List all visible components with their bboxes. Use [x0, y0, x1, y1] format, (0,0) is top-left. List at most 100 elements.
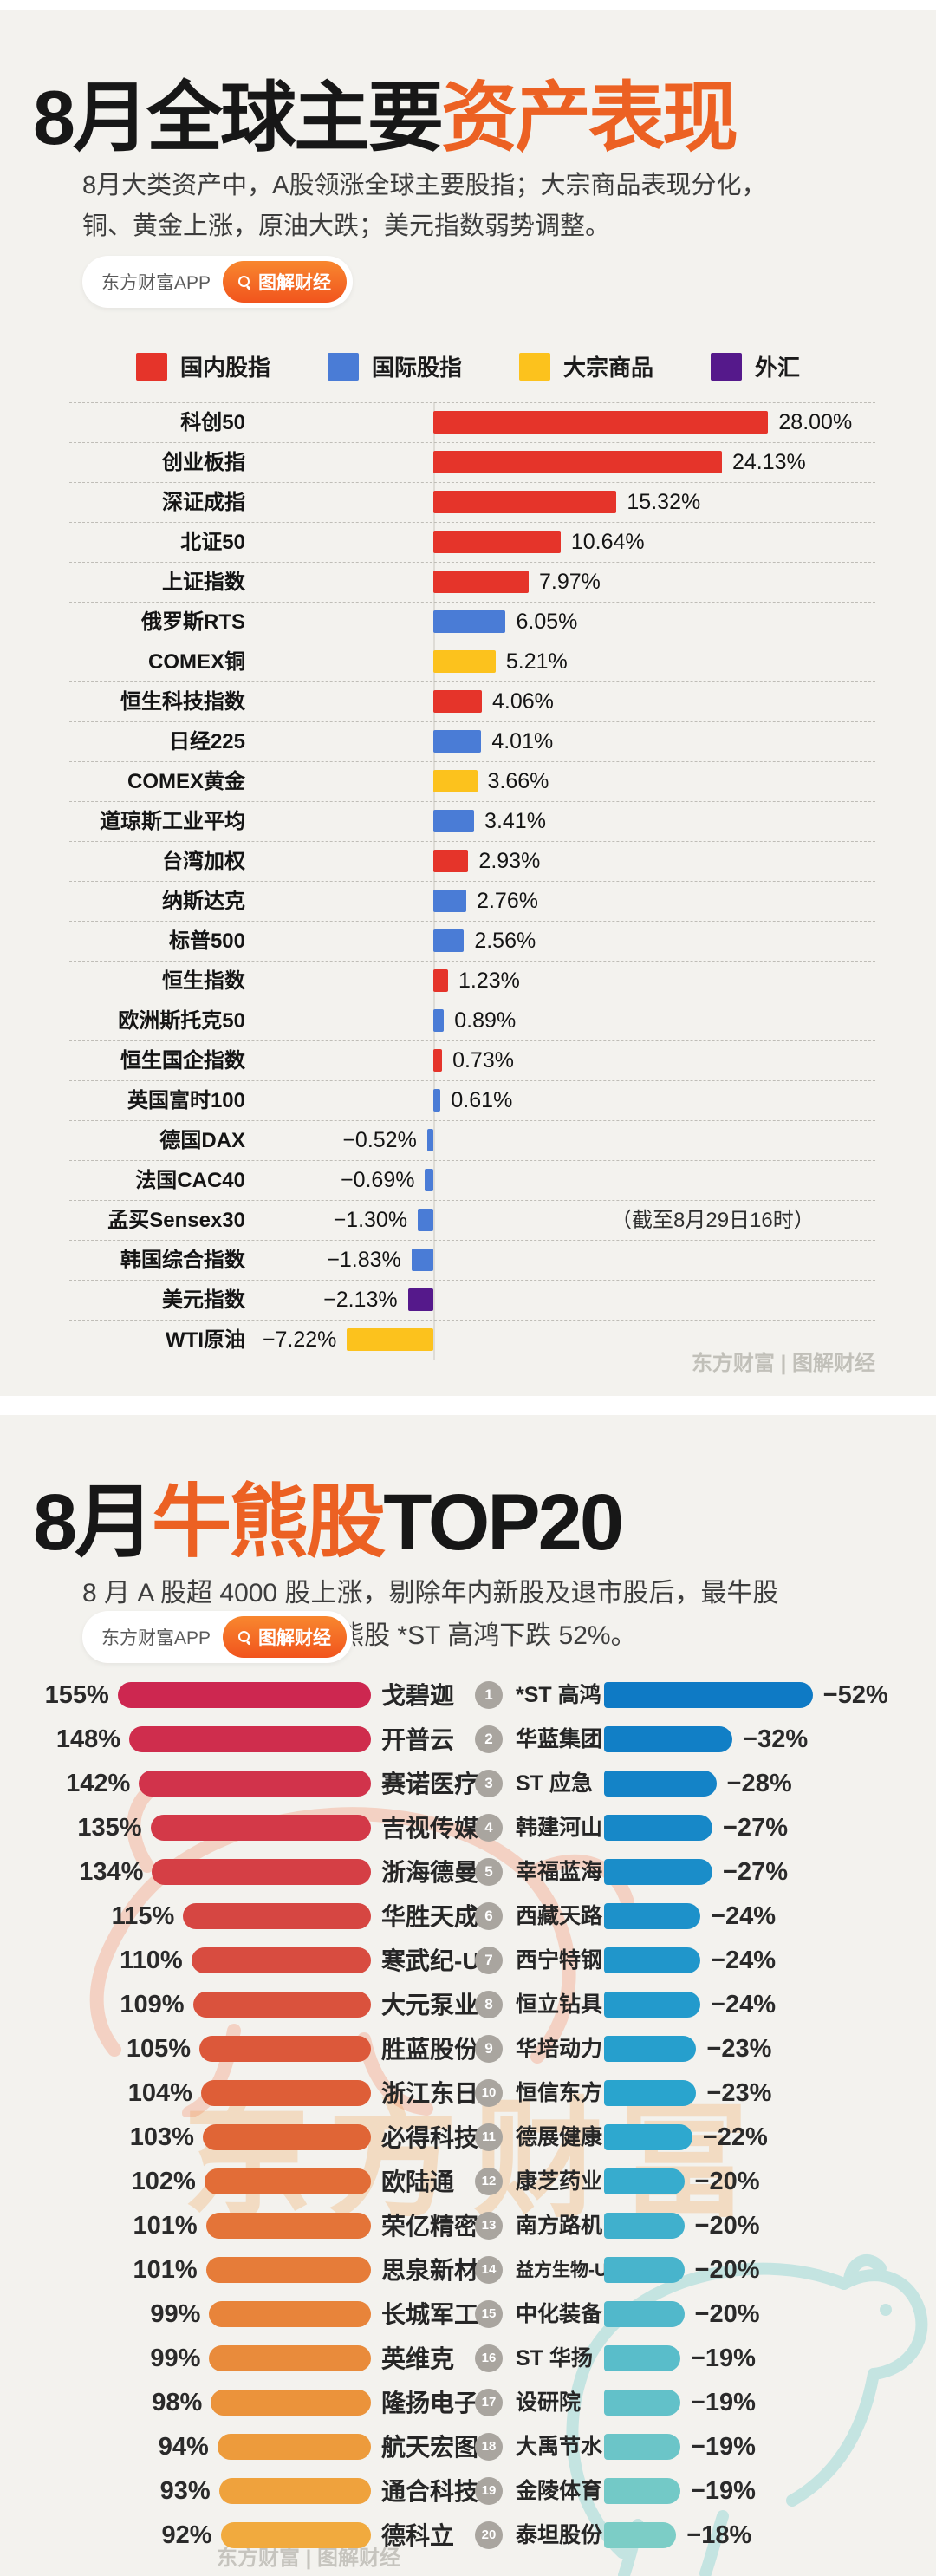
asset-name: COMEX铜	[147, 650, 245, 674]
loser-bar	[604, 2434, 680, 2460]
top-white-strip	[0, 0, 936, 10]
top20-chart: 155% 戈碧迦 1 *ST 高鸿 −52% 148% 开普云 2 华蓝集团 −32% 142% 赛诺…	[0, 1673, 936, 2558]
asset-row: 俄罗斯RTS 6.05%	[69, 602, 875, 642]
gainer-pct: 99%	[150, 2344, 201, 2372]
asset-name: 道琼斯工业平均	[100, 810, 245, 833]
asset-row: 道琼斯工业平均 3.41%	[69, 801, 875, 841]
gainer-pct: 142%	[66, 1770, 131, 1797]
asset-name: 日经225	[168, 730, 245, 753]
asset-value: 1.23%	[458, 968, 520, 993]
asset-bar	[433, 850, 469, 872]
loser-bar	[604, 2080, 697, 2106]
gainer-pct: 99%	[150, 2300, 201, 2328]
asset-row: 纳斯达克 2.76%	[69, 881, 875, 921]
gainer-name: 胜蓝股份	[381, 2036, 479, 2063]
top20-row: 101% 荣亿精密 13 南方路机 −20%	[0, 2204, 936, 2248]
section2-title-pre: 8月	[33, 1477, 154, 1567]
gainer-name: 隆扬电子	[381, 2390, 479, 2416]
channel-pill: 图解财经	[223, 1616, 348, 1658]
gainer-name: 欧陆通	[381, 2168, 455, 2195]
gainer-name: 通合科技	[381, 2478, 479, 2505]
rank-badge: 12	[475, 2168, 503, 2195]
legend-label: 大宗商品	[563, 355, 654, 381]
gainer-name: 长城军工	[381, 2301, 479, 2328]
loser-bar	[604, 2213, 685, 2239]
legend-item: 国际股指	[327, 350, 462, 382]
top20-row: 94% 航天宏图 18 大禹节水 −19%	[0, 2425, 936, 2469]
asset-row: 孟买Sensex30 −1.30% （截至8月29日16时）	[69, 1200, 875, 1240]
asset-value: 2.93%	[478, 849, 541, 873]
gainer-pct: 104%	[127, 2079, 192, 2107]
asset-value: −7.22%	[262, 1327, 337, 1352]
gainer-pct: 92%	[161, 2521, 212, 2549]
asset-row: COMEX铜 5.21%	[69, 642, 875, 681]
loser-bar	[604, 2168, 685, 2194]
gainer-bar	[211, 2390, 371, 2416]
loser-pct: −32%	[743, 1725, 809, 1753]
gainer-pct: 102%	[131, 2168, 196, 2195]
asset-bar	[418, 1209, 433, 1231]
section2-title-orange: 牛熊股	[152, 1477, 386, 1567]
asset-name: 科创50	[180, 411, 245, 434]
top20-row: 135% 吉视传媒 4 韩建河山 −27%	[0, 1806, 936, 1850]
loser-bar	[604, 1682, 813, 1708]
rank-badge: 8	[475, 1991, 503, 2018]
top20-row: 98% 隆扬电子 17 设研院 −19%	[0, 2381, 936, 2425]
asset-name: 恒生国企指数	[120, 1049, 245, 1073]
gainer-name: 浙江东日	[381, 2080, 479, 2107]
asset-value: 2.76%	[477, 889, 538, 913]
asset-value: 28.00%	[778, 410, 853, 434]
gainer-pct: 109%	[120, 1991, 185, 2018]
asset-value: 0.73%	[452, 1048, 514, 1073]
asset-bar	[433, 571, 529, 593]
loser-bar	[604, 2036, 697, 2062]
rank-badge: 3	[475, 1770, 503, 1797]
asset-name: 标普500	[168, 929, 245, 953]
asset-row: 恒生科技指数 4.06%	[69, 681, 875, 721]
loser-bar	[604, 2478, 680, 2504]
loser-name: 恒信东方	[516, 2081, 603, 2105]
asset-bar	[433, 451, 722, 473]
loser-name: ST 华扬	[516, 2346, 593, 2371]
asset-row: 日经225 4.01%	[69, 721, 875, 761]
asset-name: 法国CAC40	[135, 1169, 245, 1192]
loser-bar	[604, 1903, 701, 1929]
asset-row: 英国富时100 0.61%	[69, 1080, 875, 1120]
asset-name: 韩国综合指数	[120, 1249, 245, 1272]
asset-name: 孟买Sensex30	[107, 1209, 245, 1232]
asset-value: 0.61%	[451, 1088, 513, 1112]
asset-name: 纳斯达克	[162, 890, 245, 913]
gainer-name: 戈碧迦	[381, 1682, 455, 1709]
top20-row: 115% 华胜天成 6 西藏天路 −24%	[0, 1895, 936, 1939]
loser-name: 金陵体育	[516, 2479, 603, 2503]
top20-row: 104% 浙江东日 10 恒信东方 −23%	[0, 2071, 936, 2116]
gainer-name: 开普云	[381, 1726, 455, 1753]
asset-row: 恒生指数 1.23%	[69, 961, 875, 1001]
asset-row: 欧洲斯托克50 0.89%	[69, 1001, 875, 1040]
asset-value: 2.56%	[474, 929, 536, 953]
rank-badge: 19	[475, 2477, 503, 2505]
loser-bar	[604, 1947, 701, 1973]
search-icon	[238, 1630, 251, 1644]
rank-badge: 5	[475, 1858, 503, 1886]
legend-label: 国际股指	[371, 355, 462, 381]
loser-bar	[604, 1992, 701, 2018]
asset-value: 15.32%	[627, 490, 701, 514]
gainer-pct: 94%	[158, 2433, 209, 2461]
loser-name: 西藏天路	[516, 1904, 603, 1928]
gainer-name: 大元泵业	[381, 1992, 479, 2018]
asset-bar	[433, 690, 483, 713]
loser-pct: −19%	[690, 2477, 756, 2505]
asset-value: 3.41%	[484, 809, 546, 833]
loser-name: *ST 高鸿	[516, 1683, 601, 1707]
loser-bar	[604, 1771, 717, 1797]
legend-swatch	[711, 352, 743, 381]
loser-name: 南方路机	[516, 2214, 603, 2238]
loser-name: 中化装备	[516, 2302, 603, 2326]
loser-bar	[604, 2124, 692, 2150]
gainer-pct: 101%	[133, 2212, 198, 2240]
gainer-bar	[139, 1771, 371, 1797]
app-name-label: 东方财富APP	[101, 1628, 211, 1648]
section-divider	[0, 1396, 936, 1415]
top20-row: 148% 开普云 2 华蓝集团 −32%	[0, 1718, 936, 1762]
